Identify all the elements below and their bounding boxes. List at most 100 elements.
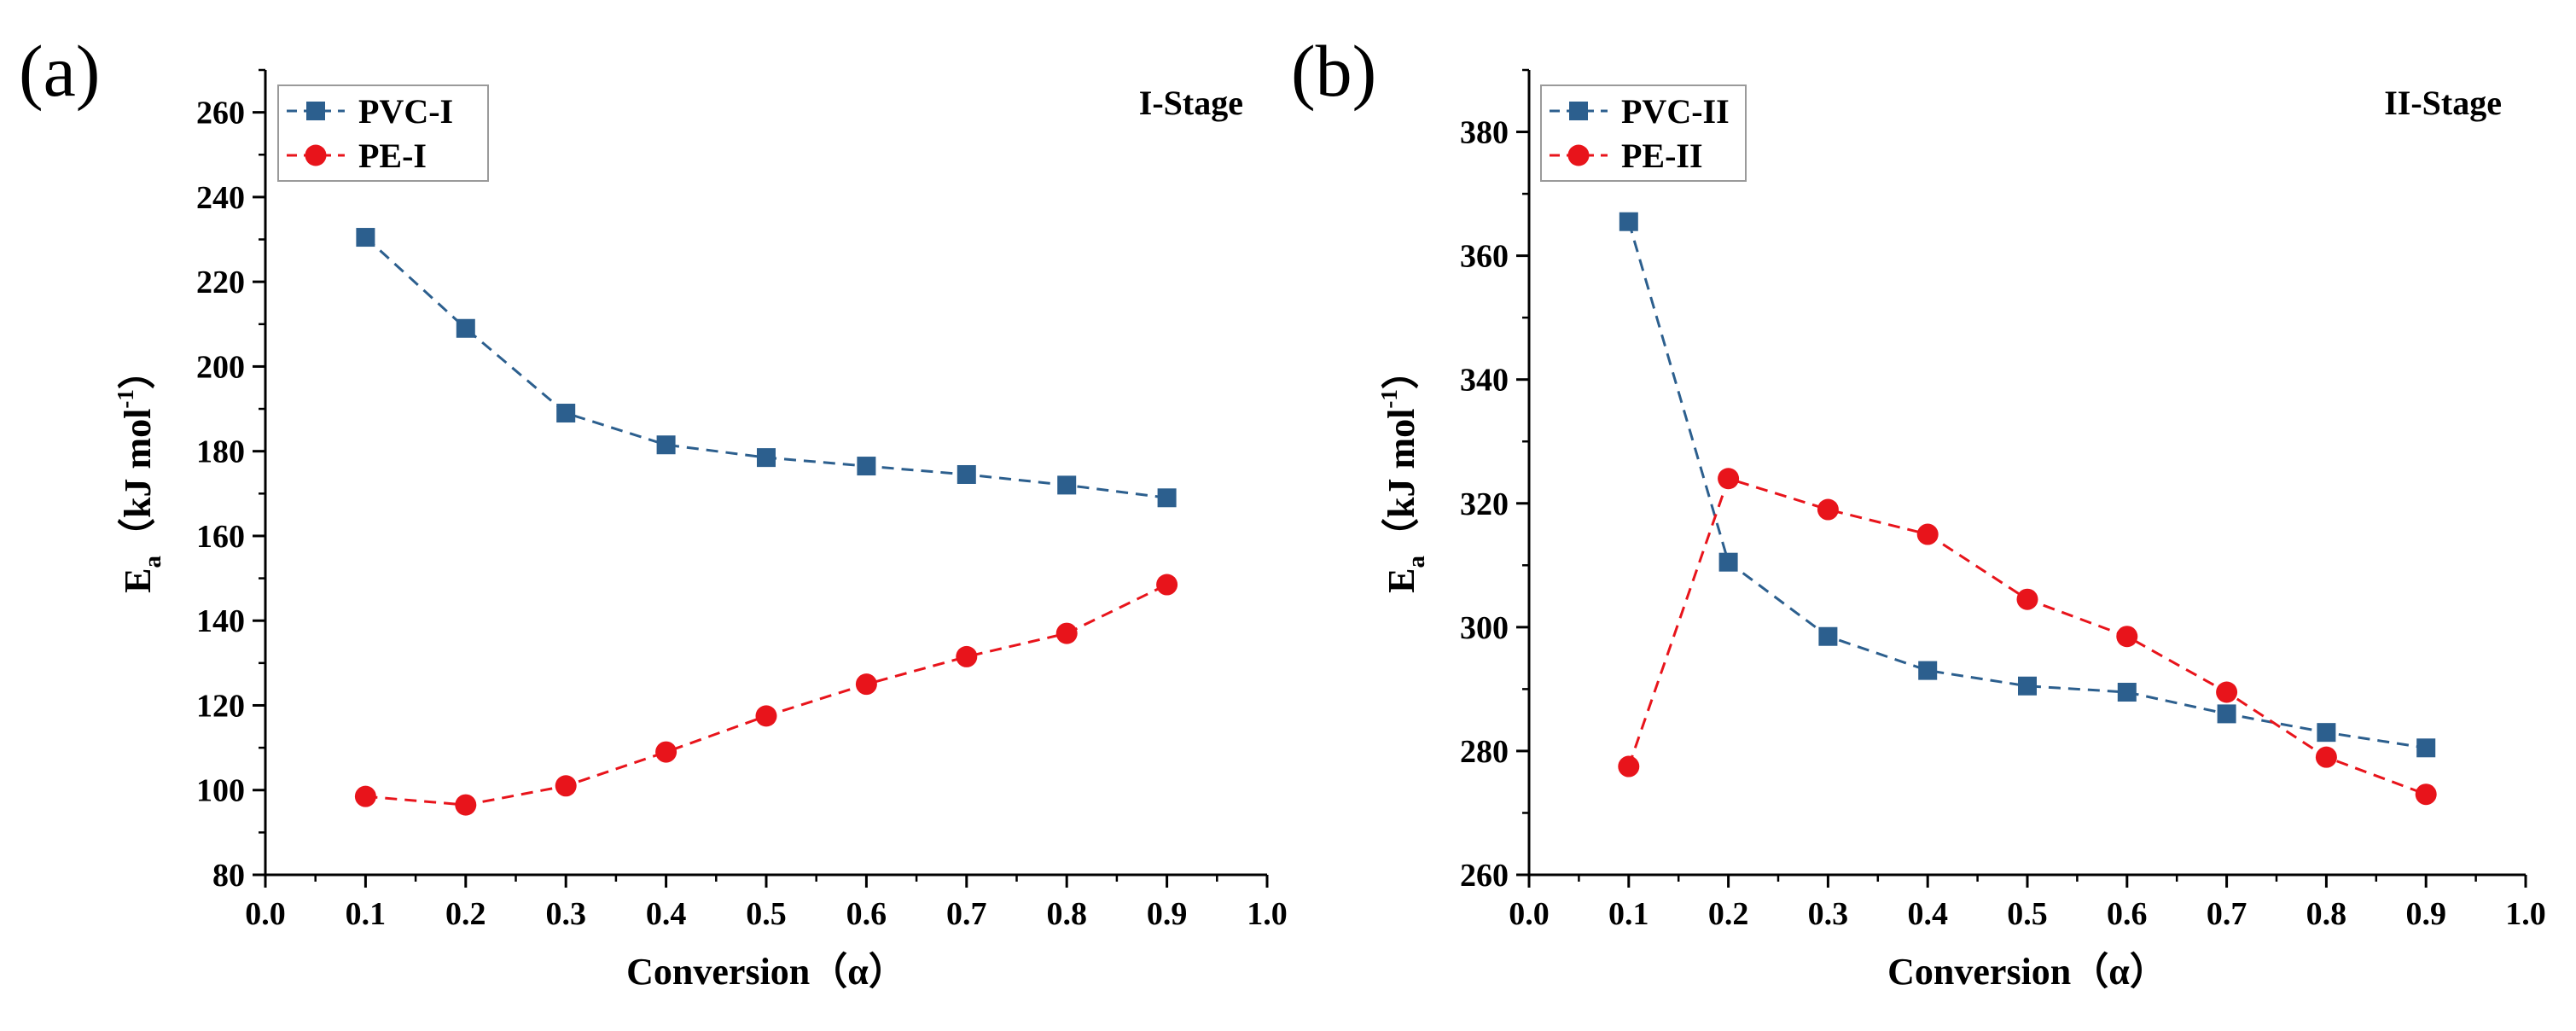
x-tick-label: 0.0: [245, 896, 286, 932]
chart-panel-a: 0.0 0.1 0.2 0.3 0.4 0.5 0.6 0.7 0.8 0.9 1.0 80 100 12…: [19, 30, 1288, 993]
y-tick-label: 260: [196, 96, 245, 131]
data-point: [2117, 683, 2137, 702]
x-tick-label: 0.5: [2007, 896, 2048, 932]
data-point: [1055, 622, 1078, 644]
data-point: [1618, 755, 1640, 778]
x-tick-label: 0.3: [545, 896, 586, 932]
y-tick-label: 100: [196, 773, 245, 809]
x-tick-label: 0.7: [946, 896, 987, 932]
legend-marker: [1569, 102, 1588, 120]
data-point: [354, 785, 376, 807]
y-tick-label: 140: [196, 603, 245, 639]
data-point: [656, 435, 676, 455]
legend-label: PE-II: [1621, 137, 1703, 175]
data-point: [1619, 212, 1638, 231]
x-tick-label: 0.1: [346, 896, 387, 932]
legend: PVC-I PE-I: [277, 84, 489, 182]
panel-label: (b): [1291, 30, 1376, 112]
y-tick-label: 240: [196, 180, 245, 216]
x-tick-label: 0.6: [846, 896, 887, 932]
x-tick-label: 0.4: [1907, 896, 1948, 932]
y-tick-label: 200: [196, 349, 245, 385]
x-axis-title: Conversion（α）: [626, 951, 906, 993]
data-point: [757, 448, 776, 468]
series-PE-II: [1618, 468, 2437, 806]
data-point: [2217, 704, 2236, 724]
data-point: [455, 794, 477, 816]
x-tick-label: 0.0: [1509, 896, 1550, 932]
series-line: [1627, 221, 2427, 749]
data-point: [2317, 723, 2336, 743]
data-point: [655, 741, 677, 763]
data-point: [456, 318, 475, 338]
data-point: [2116, 626, 2138, 648]
data-point: [2018, 676, 2037, 696]
y-axis-title: Ea（kJ mol-1）: [113, 352, 166, 593]
legend-marker: [1567, 144, 1590, 166]
series-PVC-I: [356, 228, 1177, 508]
data-point: [1817, 498, 1839, 521]
legend-marker: [306, 102, 325, 120]
data-point: [1718, 552, 1738, 572]
legend-label: PE-I: [358, 137, 427, 175]
y-tick-label: 260: [1460, 858, 1509, 894]
legend-label: PVC-II: [1621, 92, 1730, 131]
data-point: [957, 464, 976, 484]
data-point: [555, 775, 577, 797]
data-point: [1818, 626, 1838, 646]
y-tick-label: 300: [1460, 610, 1509, 646]
data-point: [2016, 588, 2038, 610]
data-point: [1156, 574, 1178, 596]
data-point: [1916, 523, 1939, 545]
y-tick-label: 380: [1460, 115, 1509, 151]
data-point: [2315, 746, 2337, 768]
y-axis-title: Ea（kJ mol-1）: [1376, 352, 1430, 593]
series-PE-I: [354, 574, 1178, 816]
x-tick-label: 0.8: [1046, 896, 1087, 932]
x-tick-label: 0.9: [2405, 896, 2446, 932]
y-tick-label: 360: [1460, 239, 1509, 275]
y-tick-label: 80: [212, 858, 245, 894]
stage-label: I-Stage: [1139, 84, 1243, 122]
x-tick-label: 0.8: [2306, 896, 2347, 932]
data-point: [2216, 681, 2238, 703]
series-PVC-II: [1619, 212, 2436, 758]
panel-label: (a): [19, 30, 100, 112]
legend-label: PVC-I: [358, 92, 453, 131]
y-tick-label: 120: [196, 688, 245, 724]
data-point: [857, 457, 876, 476]
x-axis-title: Conversion（α）: [1887, 951, 2167, 993]
legend-marker: [305, 144, 327, 166]
x-tick-label: 0.2: [445, 896, 486, 932]
y-tick-label: 220: [196, 265, 245, 300]
x-tick-label: 0.1: [1608, 896, 1649, 932]
data-point: [356, 228, 375, 248]
x-tick-label: 0.3: [1808, 896, 1849, 932]
data-point: [1057, 475, 1077, 495]
data-point: [2416, 738, 2436, 758]
data-point: [1157, 488, 1177, 508]
y-tick-label: 340: [1460, 363, 1509, 399]
legend: PVC-II PE-II: [1540, 84, 1747, 182]
x-tick-label: 0.2: [1708, 896, 1749, 932]
x-tick-label: 0.5: [746, 896, 787, 932]
x-tick-label: 0.9: [1147, 896, 1188, 932]
y-tick-label: 280: [1460, 734, 1509, 770]
y-tick-label: 320: [1460, 486, 1509, 522]
data-point: [1918, 661, 1938, 680]
data-point: [855, 673, 877, 696]
data-point: [956, 645, 978, 667]
x-tick-label: 1.0: [2505, 896, 2546, 932]
data-point: [1718, 468, 1740, 490]
data-point: [556, 404, 576, 423]
data-point: [755, 705, 777, 727]
x-tick-label: 1.0: [1247, 896, 1288, 932]
x-tick-label: 0.6: [2107, 896, 2148, 932]
x-tick-label: 0.4: [646, 896, 687, 932]
x-tick-label: 0.7: [2207, 896, 2247, 932]
y-tick-label: 180: [196, 434, 245, 470]
stage-label: II-Stage: [2384, 84, 2502, 122]
y-tick-label: 160: [196, 519, 245, 555]
data-point: [2415, 783, 2437, 806]
